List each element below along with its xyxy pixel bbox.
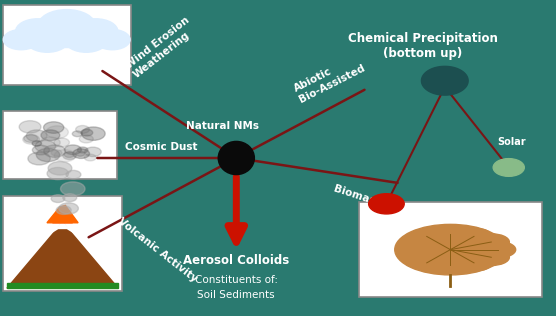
Circle shape bbox=[43, 122, 64, 133]
Circle shape bbox=[26, 130, 47, 142]
FancyBboxPatch shape bbox=[3, 5, 131, 85]
Circle shape bbox=[72, 131, 82, 137]
Circle shape bbox=[64, 152, 74, 157]
Circle shape bbox=[41, 137, 60, 148]
Circle shape bbox=[54, 138, 70, 147]
Circle shape bbox=[47, 167, 68, 179]
Circle shape bbox=[80, 135, 93, 143]
Circle shape bbox=[46, 126, 68, 138]
Text: Abiotic
Bio-Assisted: Abiotic Bio-Assisted bbox=[292, 52, 367, 104]
Circle shape bbox=[85, 147, 101, 156]
FancyBboxPatch shape bbox=[3, 111, 117, 179]
Circle shape bbox=[64, 145, 81, 155]
Polygon shape bbox=[50, 223, 75, 233]
Ellipse shape bbox=[433, 257, 468, 273]
Circle shape bbox=[36, 148, 59, 161]
Circle shape bbox=[369, 194, 404, 214]
Text: Wind Erosion
Weathering: Wind Erosion Weathering bbox=[124, 15, 198, 80]
Polygon shape bbox=[47, 205, 78, 223]
Text: Volcanic Activity: Volcanic Activity bbox=[116, 216, 200, 283]
Text: Thermal: Thermal bbox=[361, 224, 406, 234]
Bar bbox=[19, 29, 114, 46]
Ellipse shape bbox=[473, 234, 509, 250]
Circle shape bbox=[32, 145, 49, 155]
Circle shape bbox=[66, 170, 81, 179]
Circle shape bbox=[76, 151, 85, 156]
Circle shape bbox=[493, 159, 524, 176]
Circle shape bbox=[44, 145, 66, 157]
Polygon shape bbox=[421, 66, 468, 95]
Circle shape bbox=[26, 28, 68, 52]
Polygon shape bbox=[7, 283, 118, 288]
Ellipse shape bbox=[456, 228, 492, 245]
Circle shape bbox=[16, 19, 60, 44]
Circle shape bbox=[3, 29, 39, 50]
Ellipse shape bbox=[218, 141, 255, 174]
Circle shape bbox=[41, 130, 60, 141]
Circle shape bbox=[38, 9, 96, 42]
Text: Natural NMs: Natural NMs bbox=[186, 121, 259, 131]
Circle shape bbox=[76, 125, 90, 133]
Text: Constituents of:: Constituents of: bbox=[195, 275, 278, 285]
Circle shape bbox=[24, 135, 38, 143]
Circle shape bbox=[23, 135, 39, 144]
Circle shape bbox=[48, 161, 72, 175]
Polygon shape bbox=[7, 223, 118, 288]
Circle shape bbox=[73, 149, 90, 158]
Circle shape bbox=[73, 19, 118, 44]
Text: Biomass Combustion: Biomass Combustion bbox=[332, 183, 452, 231]
Text: Cosmic Dust: Cosmic Dust bbox=[125, 142, 197, 152]
Ellipse shape bbox=[456, 255, 492, 271]
Circle shape bbox=[56, 206, 71, 214]
Ellipse shape bbox=[395, 224, 506, 275]
Polygon shape bbox=[53, 209, 73, 223]
FancyBboxPatch shape bbox=[3, 196, 122, 291]
Text: Soil Sediments: Soil Sediments bbox=[197, 290, 275, 301]
Circle shape bbox=[84, 154, 96, 161]
Text: Chemical Precipitation
(bottom up): Chemical Precipitation (bottom up) bbox=[348, 32, 498, 60]
Circle shape bbox=[19, 121, 41, 133]
Circle shape bbox=[54, 149, 76, 162]
Circle shape bbox=[95, 29, 130, 50]
Circle shape bbox=[65, 28, 107, 52]
Circle shape bbox=[59, 203, 78, 214]
Ellipse shape bbox=[433, 226, 468, 243]
Ellipse shape bbox=[479, 241, 516, 258]
Circle shape bbox=[63, 194, 77, 202]
Circle shape bbox=[61, 182, 85, 196]
Circle shape bbox=[51, 150, 62, 156]
Circle shape bbox=[77, 147, 88, 153]
Circle shape bbox=[51, 195, 65, 203]
Circle shape bbox=[82, 127, 105, 140]
Ellipse shape bbox=[473, 249, 509, 265]
FancyBboxPatch shape bbox=[359, 202, 542, 297]
Circle shape bbox=[28, 152, 50, 165]
Text: Solar: Solar bbox=[497, 137, 526, 147]
Circle shape bbox=[81, 129, 93, 136]
Circle shape bbox=[35, 140, 56, 152]
Text: Aerosol Colloids: Aerosol Colloids bbox=[183, 254, 290, 267]
Circle shape bbox=[63, 152, 76, 160]
Circle shape bbox=[32, 141, 42, 146]
